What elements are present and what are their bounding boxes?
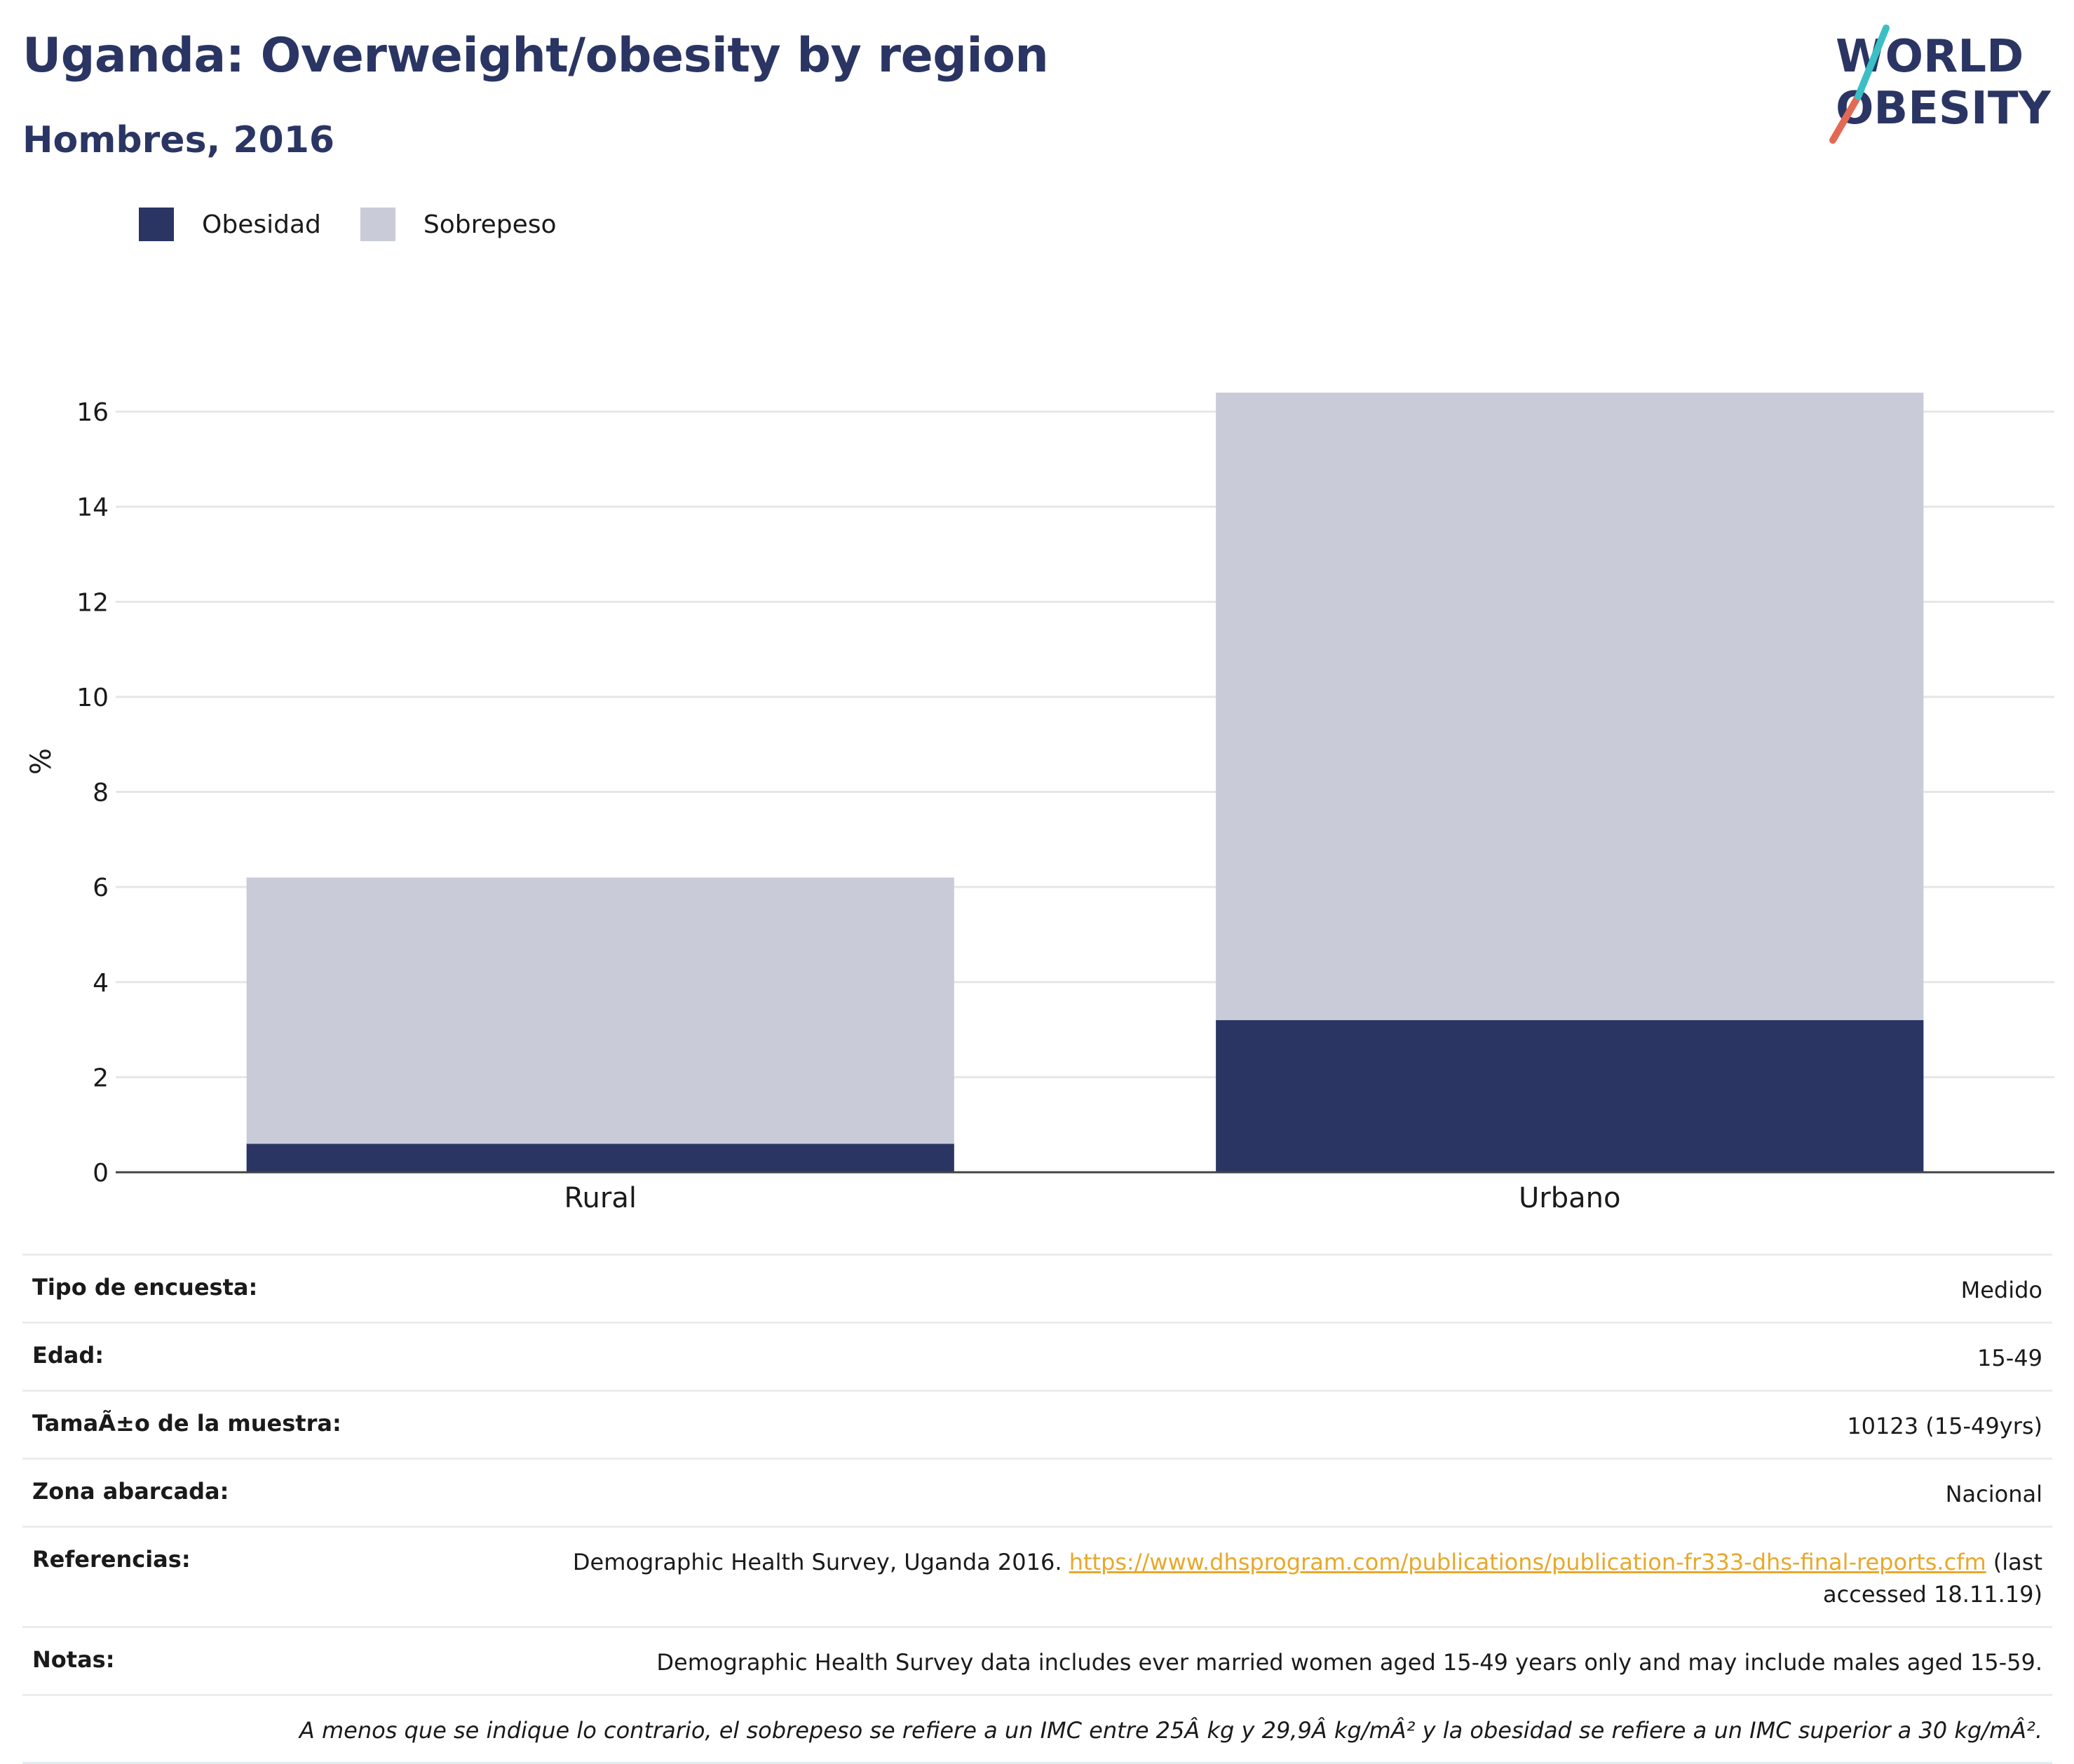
meta-row-age: Edad: 15-49 xyxy=(22,1324,2052,1392)
meta-value: Nacional xyxy=(1945,1481,2042,1507)
legend-item-sobrepeso[interactable]: Sobrepeso xyxy=(360,208,557,241)
chart-legend: Obesidad Sobrepeso xyxy=(139,208,596,241)
x-tick-label: Urbano xyxy=(1519,1182,1620,1214)
y-axis-label: % xyxy=(25,748,57,775)
y-tick-label: 8 xyxy=(93,779,109,808)
meta-row-notes: Notas: Demographic Health Survey data in… xyxy=(22,1628,2052,1696)
y-tick-label: 10 xyxy=(76,684,109,712)
meta-value: 10123 (15-49yrs) xyxy=(1847,1413,2042,1439)
definition-footnote: A menos que se indique lo contrario, el … xyxy=(299,1717,2042,1744)
legend-swatch-sobrepeso xyxy=(360,208,395,241)
meta-value: 15-49 xyxy=(1977,1345,2042,1371)
legend-label-obesidad: Obesidad xyxy=(202,210,321,239)
bar-sobrepeso-rural xyxy=(246,877,954,1144)
y-tick-label: 16 xyxy=(76,398,109,427)
chart-title: Uganda: Overweight/obesity by region xyxy=(22,28,1049,83)
chart-subtitle: Hombres, 2016 xyxy=(22,119,335,161)
bar-sobrepeso-urbano xyxy=(1216,393,1924,1021)
y-tick-label: 12 xyxy=(76,588,109,617)
meta-row-references: Referencias: Demographic Health Survey, … xyxy=(22,1528,2052,1628)
reference-access-text: (last accessed 18.11.19) xyxy=(1823,1549,2042,1608)
meta-key: Tipo de encuesta: xyxy=(32,1274,258,1301)
meta-row-area: Zona abarcada: Nacional xyxy=(22,1460,2052,1528)
meta-key: Notas: xyxy=(32,1646,115,1673)
reference-text: Demographic Health Survey, Uganda 2016. xyxy=(572,1549,1069,1575)
svg-text:OBESITY: OBESITY xyxy=(1836,83,2051,135)
survey-metadata-table: Tipo de encuesta: Medido Edad: 15-49 Tam… xyxy=(22,1254,2052,1764)
meta-row-footnote: A menos que se indique lo contrario, el … xyxy=(22,1696,2052,1764)
legend-item-obesidad[interactable]: Obesidad xyxy=(139,208,321,241)
legend-swatch-obesidad xyxy=(139,208,174,241)
meta-value: Demographic Health Survey, Uganda 2016. … xyxy=(500,1546,2042,1610)
x-tick-label: Rural xyxy=(564,1182,637,1214)
stacked-bar-chart: 0 2 4 6 8 10 12 14 16% Rural Urbano xyxy=(25,393,2054,1214)
meta-key: Zona abarcada: xyxy=(32,1478,229,1505)
meta-value: Medido xyxy=(1960,1277,2042,1303)
y-tick-label: 2 xyxy=(93,1064,109,1092)
meta-key: TamaÃ±o de la muestra: xyxy=(32,1410,341,1437)
y-tick-label: 4 xyxy=(93,969,109,998)
legend-label-sobrepeso: Sobrepeso xyxy=(423,210,557,239)
reference-link[interactable]: https://www.dhsprogram.com/publications/… xyxy=(1069,1549,1986,1575)
meta-row-survey-type: Tipo de encuesta: Medido xyxy=(22,1254,2052,1324)
y-tick-label: 0 xyxy=(93,1159,109,1188)
meta-value: Demographic Health Survey data includes … xyxy=(656,1649,2042,1676)
meta-key: Referencias: xyxy=(32,1546,191,1573)
y-tick-label: 14 xyxy=(76,494,109,522)
bar-obesidad-urbano xyxy=(1216,1020,1924,1172)
meta-row-sample-size: TamaÃ±o de la muestra: 10123 (15-49yrs) xyxy=(22,1392,2052,1460)
y-tick-label: 6 xyxy=(93,874,109,902)
world-obesity-logo: WORLD OBESITY xyxy=(1829,25,2051,144)
meta-key: Edad: xyxy=(32,1342,104,1369)
bar-obesidad-rural xyxy=(246,1144,954,1172)
